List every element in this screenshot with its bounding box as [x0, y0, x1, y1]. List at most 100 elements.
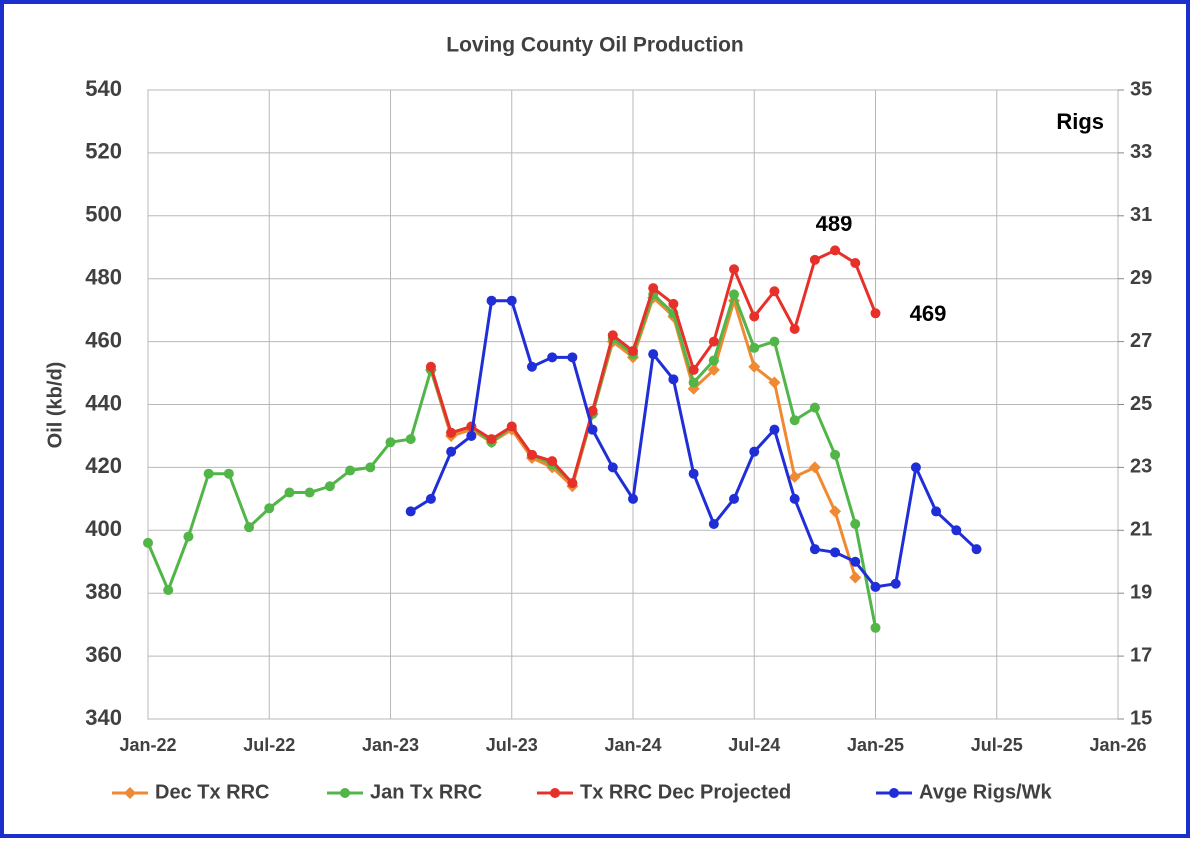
- data-point: [789, 324, 800, 335]
- data-point: [808, 461, 821, 474]
- x-tick-label: Jan-24: [604, 735, 661, 755]
- y2-tick-label: 15: [1130, 707, 1152, 729]
- y-tick-label: 340: [85, 705, 122, 730]
- data-point: [809, 544, 820, 555]
- x-tick-label: Jul-24: [728, 735, 780, 755]
- data-point: [789, 493, 800, 504]
- data-point: [628, 346, 638, 357]
- y-tick-label: 540: [85, 76, 122, 101]
- y2-tick-label: 17: [1130, 644, 1152, 666]
- annotation: 469: [910, 301, 947, 326]
- data-point: [849, 571, 862, 584]
- y-tick-label: 500: [85, 202, 122, 227]
- data-point: [405, 434, 416, 445]
- data-point: [345, 465, 356, 476]
- data-point: [830, 547, 841, 558]
- data-point: [506, 421, 517, 432]
- data-point: [466, 430, 477, 441]
- legend-label: Jan Tx RRC: [370, 781, 482, 803]
- legend-marker: [124, 787, 136, 799]
- data-point: [648, 349, 659, 360]
- data-point: [526, 449, 537, 460]
- y2-tick-label: 23: [1130, 456, 1152, 478]
- data-point: [931, 506, 942, 517]
- y2-tick-label: 29: [1130, 267, 1152, 289]
- data-point: [486, 434, 497, 445]
- data-point: [607, 330, 618, 341]
- data-point: [768, 376, 781, 389]
- data-point: [587, 424, 598, 435]
- x-tick-label: Jan-25: [847, 735, 904, 755]
- y-tick-label: 460: [85, 327, 122, 352]
- y2-tick-label: 25: [1130, 393, 1152, 415]
- data-point: [668, 374, 679, 385]
- x-tick-label: Jul-23: [486, 735, 538, 755]
- data-point: [264, 503, 275, 514]
- data-point: [749, 342, 760, 353]
- data-point: [385, 437, 396, 448]
- y-tick-label: 520: [85, 139, 122, 164]
- data-point: [203, 468, 214, 479]
- y-tick-label: 400: [85, 516, 122, 541]
- data-point: [708, 355, 719, 366]
- data-point: [707, 363, 720, 376]
- data-point: [749, 311, 760, 322]
- data-point: [567, 352, 578, 363]
- data-point: [769, 336, 780, 347]
- data-point: [223, 468, 234, 479]
- x-tick-label: Jan-22: [119, 735, 176, 755]
- y-tick-label: 420: [85, 453, 122, 478]
- data-point: [788, 470, 801, 483]
- chart-title: Loving County Oil Production: [446, 34, 743, 57]
- data-point: [506, 295, 517, 306]
- data-point: [769, 286, 780, 297]
- data-point: [850, 556, 861, 567]
- data-point: [365, 462, 376, 473]
- y-tick-label: 380: [85, 579, 122, 604]
- data-point: [446, 427, 457, 438]
- data-point: [143, 537, 153, 548]
- y2-tick-label: 31: [1130, 204, 1152, 226]
- data-point: [244, 522, 255, 533]
- data-point: [628, 493, 638, 504]
- data-point: [425, 493, 436, 504]
- data-point: [748, 360, 761, 373]
- data-point: [951, 525, 962, 536]
- data-point: [890, 578, 901, 589]
- data-point: [729, 493, 740, 504]
- data-point: [688, 468, 699, 479]
- data-point: [870, 581, 881, 592]
- data-point: [729, 289, 740, 300]
- data-point: [749, 446, 760, 457]
- data-point: [547, 352, 558, 363]
- data-point: [587, 405, 598, 416]
- y2-tick-label: 33: [1130, 141, 1152, 163]
- data-point: [809, 254, 820, 265]
- data-point: [789, 415, 800, 426]
- x-tick-label: Jul-25: [971, 735, 1023, 755]
- legend-marker: [889, 788, 899, 798]
- data-point: [547, 456, 558, 467]
- y2-axis-label: Rigs: [1056, 109, 1104, 134]
- y-tick-label: 440: [85, 390, 122, 415]
- data-point: [668, 298, 679, 309]
- legend-marker: [550, 788, 560, 798]
- legend-label: Tx RRC Dec Projected: [580, 781, 791, 803]
- data-point: [769, 424, 780, 435]
- data-point: [183, 531, 194, 542]
- data-point: [405, 506, 416, 517]
- data-point: [648, 283, 659, 294]
- y-tick-label: 480: [85, 265, 122, 290]
- data-point: [809, 402, 820, 413]
- data-point: [486, 295, 497, 306]
- legend-label: Avge Rigs/Wk: [919, 781, 1052, 803]
- data-point: [446, 446, 457, 457]
- data-point: [163, 585, 174, 596]
- y-tick-label: 360: [85, 642, 122, 667]
- data-point: [567, 478, 578, 489]
- data-point: [910, 462, 921, 473]
- data-point: [425, 361, 436, 372]
- data-point: [304, 487, 315, 498]
